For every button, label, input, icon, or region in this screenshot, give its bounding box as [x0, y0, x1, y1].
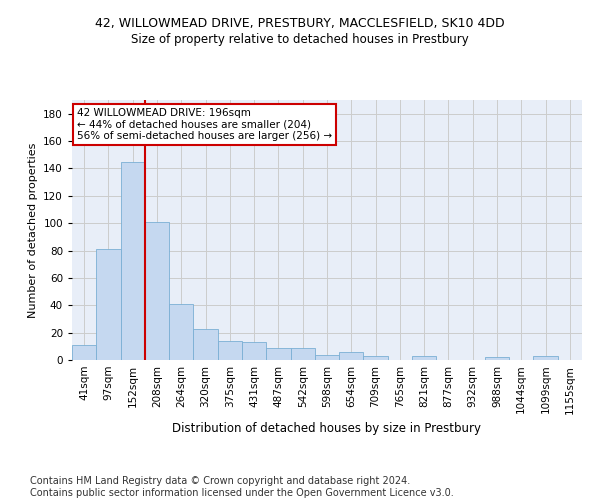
Bar: [96, 249, 121, 360]
Bar: [485, 358, 509, 360]
Bar: [145, 222, 169, 360]
Bar: [364, 356, 388, 360]
Bar: [339, 352, 364, 360]
Bar: [315, 354, 339, 360]
Text: Contains HM Land Registry data © Crown copyright and database right 2024.
Contai: Contains HM Land Registry data © Crown c…: [30, 476, 454, 498]
Bar: [533, 356, 558, 360]
Bar: [193, 328, 218, 360]
Bar: [121, 162, 145, 360]
Bar: [169, 304, 193, 360]
Bar: [242, 342, 266, 360]
Text: 42 WILLOWMEAD DRIVE: 196sqm
← 44% of detached houses are smaller (204)
56% of se: 42 WILLOWMEAD DRIVE: 196sqm ← 44% of det…: [77, 108, 332, 141]
Bar: [218, 341, 242, 360]
Y-axis label: Number of detached properties: Number of detached properties: [28, 142, 38, 318]
Bar: [266, 348, 290, 360]
X-axis label: Distribution of detached houses by size in Prestbury: Distribution of detached houses by size …: [173, 422, 482, 435]
Bar: [72, 345, 96, 360]
Bar: [412, 356, 436, 360]
Text: Size of property relative to detached houses in Prestbury: Size of property relative to detached ho…: [131, 32, 469, 46]
Bar: [290, 348, 315, 360]
Text: 42, WILLOWMEAD DRIVE, PRESTBURY, MACCLESFIELD, SK10 4DD: 42, WILLOWMEAD DRIVE, PRESTBURY, MACCLES…: [95, 18, 505, 30]
